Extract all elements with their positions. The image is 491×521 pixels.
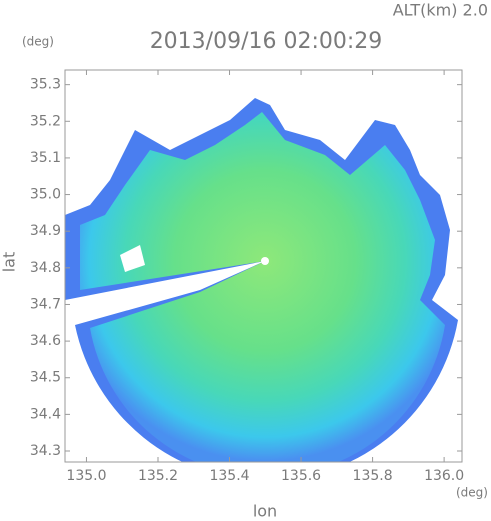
x-axis-label: lon	[253, 502, 277, 521]
y-tick-label: 34.6	[30, 333, 61, 349]
x-tick-label: 135.4	[209, 468, 249, 484]
x-unit: (deg)	[456, 486, 488, 500]
y-tick-label: 35.1	[30, 150, 61, 166]
x-tick-label: 135.0	[66, 468, 106, 484]
y-tick-label: 34.9	[30, 223, 61, 239]
x-tick-label: 136.0	[424, 468, 464, 484]
y-tick-label: 34.5	[30, 370, 61, 386]
x-tick-label: 135.2	[138, 468, 178, 484]
y-tick-label: 35.2	[30, 113, 61, 129]
plot-frame	[64, 69, 463, 463]
y-axis-label: lat	[0, 252, 19, 273]
y-tick-label: 35.0	[30, 187, 61, 203]
y-tick-label: 35.3	[30, 77, 61, 93]
subtitle: ALT(km) 2.0	[393, 1, 488, 20]
chart-title: 2013/09/16 02:00:29	[150, 29, 383, 54]
y-tick-label: 34.8	[30, 260, 61, 276]
y-tick-label: 34.3	[30, 443, 61, 459]
x-tick-label: 135.6	[281, 468, 321, 484]
y-unit: (deg)	[22, 35, 54, 49]
y-tick-label: 34.4	[30, 406, 61, 422]
radar-field	[65, 98, 458, 462]
x-tick-label: 135.8	[353, 468, 393, 484]
y-tick-label: 34.7	[30, 296, 61, 312]
